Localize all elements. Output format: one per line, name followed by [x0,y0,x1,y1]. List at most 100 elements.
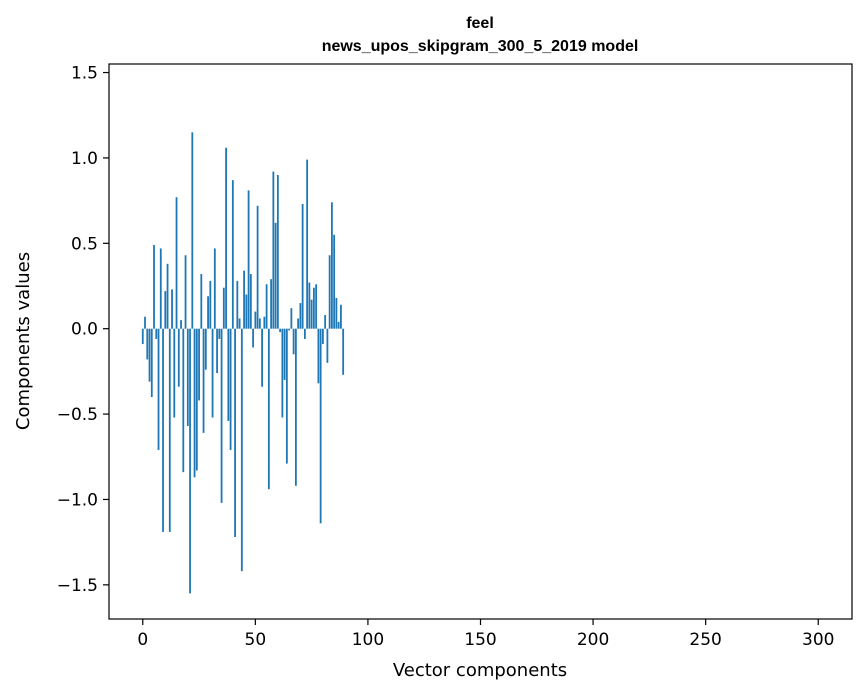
bar-component-82 [326,328,329,363]
bar-component-59 [274,222,277,329]
x-tick-label: 250 [689,630,721,650]
bar-component-86 [335,297,338,329]
bar-component-13 [171,289,173,329]
x-axis-label: Vector components [393,660,567,681]
bar-component-42 [236,280,239,329]
bar-component-11 [166,263,169,329]
bar-component-52 [258,318,261,329]
bar-component-61 [279,328,282,333]
bar-component-43 [238,318,241,329]
x-tick-label: 300 [802,630,834,650]
bar-component-87 [337,321,340,329]
x-tick-label: 100 [352,630,384,650]
y-tick-label: −1.0 [57,490,98,510]
y-tick-label: 1.5 [71,64,98,84]
bar-component-35 [220,328,223,503]
bar-component-39 [229,328,232,450]
bar-component-36 [222,287,225,329]
bar-component-12 [168,328,171,532]
x-tick-label: 50 [245,630,267,650]
bar-component-26 [200,274,203,329]
y-axis-ticks: −1.5 −1.0 −0.5 0.0 0.5 1.0 1.5 [57,64,109,596]
bar-component-19 [184,255,187,329]
x-tick-label: 200 [577,630,609,650]
bar-component-40 [231,180,234,329]
bar-component-34 [218,328,221,339]
bar-component-80 [321,328,324,345]
bar-component-37 [225,147,227,329]
x-tick-label: 150 [464,630,496,650]
bar-component-67 [292,328,295,355]
bar-component-68 [294,328,297,486]
bar-component-29 [207,296,209,329]
bar-component-1 [144,316,146,329]
bar-component-50 [254,311,257,329]
bar-component-57 [270,279,273,329]
bar-component-17 [180,320,182,329]
bar-component-51 [256,205,259,329]
bar-component-75 [310,299,313,329]
bar-component-64 [285,328,288,464]
bar-component-84 [331,202,333,329]
bar-component-16 [177,328,180,387]
bar-component-44 [240,328,243,572]
y-tick-label: 0.5 [71,234,98,254]
bars-group [141,132,345,594]
bar-component-20 [186,328,189,427]
bar-component-32 [213,248,216,329]
bar-component-46 [245,294,248,329]
bar-component-9 [162,328,164,532]
bar-component-48 [249,274,252,329]
bar-component-10 [164,291,167,329]
bar-component-22 [191,132,194,329]
bar-component-74 [308,282,311,329]
bar-component-65 [288,328,291,331]
bar-component-49 [252,328,254,348]
bar-component-89 [342,328,345,375]
y-axis-label: Components values [13,252,34,430]
bar-component-33 [216,328,218,374]
bar-component-0 [141,328,144,345]
bar-component-58 [272,171,275,329]
bar-component-41 [234,328,236,538]
bar-component-66 [290,308,293,329]
bar-component-45 [243,270,245,329]
x-axis-ticks: 0 50 100 150 200 250 300 [137,619,834,650]
y-tick-label: 1.0 [71,149,98,169]
bar-component-23 [193,328,196,478]
bar-component-21 [189,328,191,594]
bar-component-88 [340,304,342,329]
bar-component-71 [301,204,304,329]
bar-component-76 [312,287,315,329]
bar-component-4 [150,328,153,397]
bar-component-81 [324,315,327,329]
bar-component-77 [315,284,318,329]
bar-component-15 [175,197,178,329]
bar-component-30 [209,280,212,329]
bar-component-28 [204,328,207,370]
bar-component-18 [182,328,185,473]
bar-component-54 [263,316,266,329]
chart-title-line-1: feel [466,15,494,32]
bar-component-83 [328,255,331,329]
x-tick-label: 0 [137,630,148,650]
bar-component-14 [173,328,176,418]
bar-component-72 [303,328,306,339]
bar-component-38 [227,328,230,421]
bar-component-70 [299,303,302,329]
bar-component-55 [265,284,268,329]
bar-component-2 [146,328,149,360]
bar-component-56 [267,328,270,490]
bar-component-47 [247,190,250,329]
bar-component-6 [155,328,158,339]
bar-component-69 [297,318,300,329]
bar-component-7 [157,328,160,450]
bar-component-25 [198,328,200,401]
y-tick-label: 0.0 [71,320,98,340]
bar-component-5 [153,245,155,329]
bar-component-78 [317,328,320,384]
bar-component-63 [283,328,286,380]
